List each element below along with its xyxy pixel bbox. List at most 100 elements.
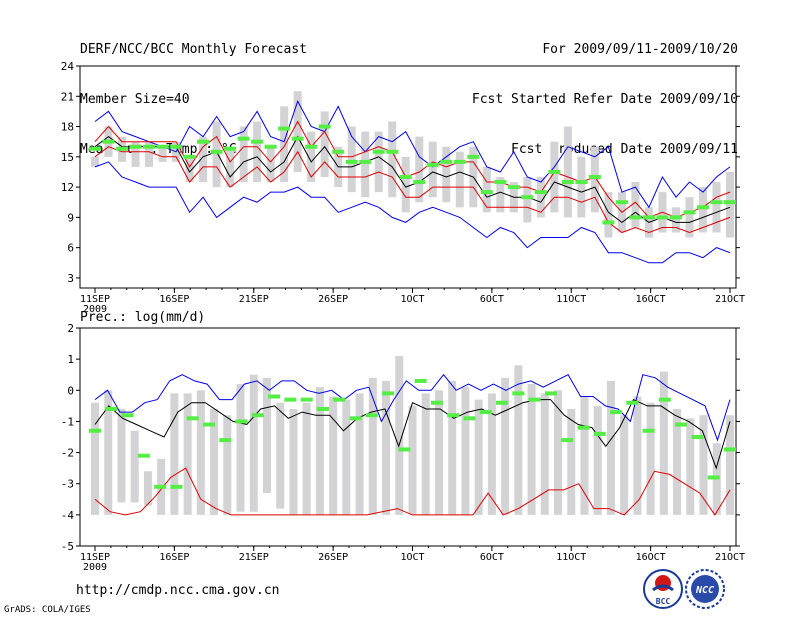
median-marker	[264, 144, 277, 149]
box-bar	[158, 146, 167, 162]
box-bar	[130, 430, 139, 503]
median-marker	[345, 159, 358, 164]
box-bar	[347, 126, 356, 193]
median-marker	[316, 406, 329, 411]
header-member-size: Member Size=40	[80, 92, 190, 107]
x-tick-label: 16SEP	[159, 552, 189, 563]
y-tick-label: -4	[61, 509, 75, 522]
box-bar	[276, 402, 285, 509]
box-bar	[262, 377, 271, 494]
box-bar	[185, 156, 194, 183]
box-bar	[461, 387, 470, 515]
box-bar	[523, 177, 532, 223]
box-bar	[442, 146, 451, 203]
x-tick-label: 11OCT	[556, 552, 586, 563]
box-bar	[320, 111, 329, 177]
median-marker	[496, 400, 509, 405]
box-bar	[302, 402, 311, 515]
box-bar	[415, 136, 424, 203]
median-marker	[675, 422, 688, 427]
median-marker	[656, 215, 669, 220]
box-bar	[196, 390, 205, 515]
median-marker	[197, 139, 210, 144]
median-marker	[691, 435, 704, 439]
box-bar	[395, 356, 404, 515]
box-bar	[307, 131, 316, 183]
median-marker	[186, 416, 199, 421]
mean-line	[94, 135, 731, 224]
min-line	[94, 467, 731, 516]
median-marker	[658, 397, 671, 402]
box-bar	[253, 121, 262, 183]
box-bar	[563, 126, 572, 218]
median-marker	[528, 397, 541, 402]
x-tick-label: 1OCT	[400, 552, 424, 563]
box-bar	[226, 146, 235, 188]
y-tick-label: 2	[67, 322, 74, 335]
box-bar	[342, 399, 351, 515]
box-bar	[633, 396, 642, 515]
y-tick-label: 15	[61, 151, 74, 164]
median-marker	[610, 410, 623, 415]
x-tick-label: 11SEP	[80, 552, 110, 563]
y-tick-label: -1	[61, 415, 74, 428]
box-bar	[698, 187, 707, 233]
median-marker	[707, 475, 720, 480]
y-tick-label: 1	[67, 353, 74, 366]
y-tick-label: 0	[67, 384, 74, 397]
box-bar	[236, 384, 245, 512]
min-line	[94, 161, 731, 264]
header-period: For 2009/09/11-2009/10/20	[542, 42, 738, 57]
median-marker	[116, 146, 129, 151]
box-bar	[496, 177, 505, 213]
x-year-label: 2009	[83, 562, 107, 573]
median-marker	[521, 195, 534, 200]
source-url[interactable]: http://cmdp.ncc.cma.gov.cn	[76, 583, 280, 598]
box-bar	[550, 141, 559, 213]
x-tick-label: 6OCT	[480, 294, 504, 305]
box-bar	[249, 374, 258, 512]
median-marker	[305, 144, 318, 149]
median-marker	[382, 391, 395, 396]
box-bar	[212, 121, 221, 188]
median-marker	[372, 149, 385, 154]
panel-precipitation: -5 -4 -3 -2 -1 0 1 2 11SEP 16SEP 21SEP 26SEP 1OCT 6OC…	[61, 310, 745, 573]
median-marker	[349, 416, 362, 421]
box-bar	[455, 151, 464, 208]
median-marker	[137, 453, 150, 458]
box-bar	[540, 393, 549, 515]
median-marker	[561, 180, 574, 185]
panel-temperature: 3 6 9 12 15 18 21 24 11SEP 16SEP 21SEP 26SEP 1OCT 6OC…	[61, 60, 745, 315]
median-marker	[626, 400, 639, 405]
x-tick-label: 21SEP	[239, 552, 269, 563]
median-marker	[463, 416, 476, 421]
box-bar	[474, 399, 483, 515]
median-marker	[710, 200, 723, 205]
box-bar	[131, 141, 140, 167]
median-marker	[121, 413, 134, 418]
x-tick-label: 16SEP	[159, 294, 189, 305]
median-marker	[588, 175, 601, 179]
box-bar	[355, 393, 364, 515]
box-bar	[210, 408, 219, 515]
median-marker	[426, 162, 439, 167]
y-tick-label: 12	[61, 181, 74, 194]
median-marker	[602, 220, 615, 225]
median-marker	[561, 438, 574, 443]
y-tick-label: 3	[67, 272, 74, 285]
median-marker	[724, 200, 736, 205]
box-bar	[223, 415, 232, 515]
median-marker	[414, 378, 427, 383]
box-bar	[646, 402, 655, 515]
upper-line	[94, 120, 731, 218]
median-marker	[251, 413, 264, 418]
median-marker	[129, 144, 142, 149]
median-marker	[102, 139, 115, 144]
x-tick-label: 16OCT	[636, 552, 666, 563]
median-marker	[170, 144, 183, 149]
median-marker	[318, 124, 331, 129]
box-bar	[685, 197, 694, 238]
box-bar	[421, 393, 430, 515]
median-marker	[251, 139, 264, 144]
box-bar	[388, 121, 397, 198]
